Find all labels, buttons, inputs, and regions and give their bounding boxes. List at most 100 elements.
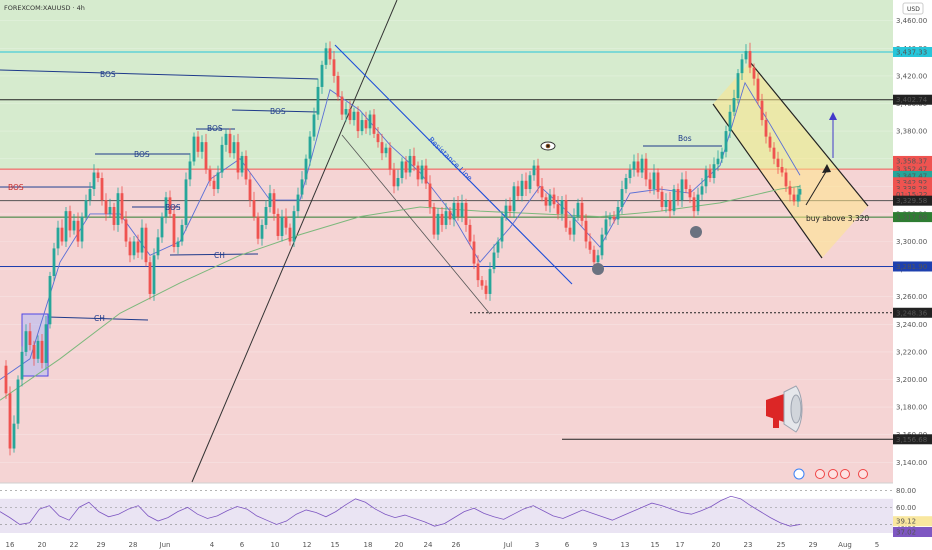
time-tick-label: 24 bbox=[424, 541, 433, 549]
price-tag-label: 3,317.68 bbox=[896, 214, 927, 222]
candle-body bbox=[548, 194, 552, 206]
candle-body bbox=[172, 213, 176, 248]
candle-body bbox=[380, 142, 384, 154]
candle-body bbox=[720, 151, 724, 159]
candle-body bbox=[368, 114, 372, 129]
time-tick-label: 15 bbox=[651, 541, 660, 549]
price-tag-label: 3,352.47 bbox=[896, 166, 927, 174]
candle-body bbox=[588, 241, 592, 250]
candle-body bbox=[192, 136, 196, 162]
candle-body bbox=[544, 197, 548, 206]
candle-body bbox=[144, 227, 148, 263]
candle-body bbox=[168, 197, 172, 214]
time-tick-label: 18 bbox=[364, 541, 373, 549]
candle-body bbox=[216, 172, 220, 190]
candle-body bbox=[232, 142, 236, 154]
candle-body bbox=[784, 172, 788, 187]
time-tick-label: 15 bbox=[331, 541, 340, 549]
candle-body bbox=[708, 169, 712, 179]
candle-body bbox=[408, 155, 412, 173]
candle-body bbox=[684, 179, 688, 190]
candle-body bbox=[796, 194, 800, 202]
candle-body bbox=[196, 136, 200, 152]
price-tag-bg bbox=[893, 434, 932, 445]
candle-body bbox=[488, 269, 492, 294]
candle-body bbox=[472, 241, 476, 264]
candle-body bbox=[692, 197, 696, 212]
candle-body bbox=[60, 227, 64, 242]
candle-body bbox=[228, 133, 232, 154]
price-tag-label: 3,347.47 bbox=[896, 172, 927, 180]
candle-body bbox=[540, 186, 544, 198]
candle-body bbox=[388, 147, 392, 170]
price-tick-label: 3,260.00 bbox=[896, 293, 927, 301]
candle-body bbox=[240, 155, 244, 173]
label-ch-1: CH bbox=[214, 251, 225, 260]
price-tag-bg bbox=[893, 261, 932, 272]
candle-body bbox=[576, 202, 580, 217]
candle-body bbox=[360, 120, 364, 132]
candle-body bbox=[376, 133, 380, 143]
candle-body bbox=[340, 96, 344, 115]
candle-body bbox=[500, 216, 504, 242]
candle-body bbox=[36, 340, 40, 359]
candle-body bbox=[76, 220, 80, 242]
candle-body bbox=[92, 172, 96, 190]
candle-body bbox=[772, 147, 776, 159]
low-marker-2 bbox=[690, 226, 702, 238]
candle-body bbox=[332, 59, 336, 76]
candle-body bbox=[448, 211, 452, 220]
label-buy-above: buy above 3,320 bbox=[806, 214, 869, 223]
candle-body bbox=[400, 161, 404, 179]
price-tag-bg bbox=[893, 195, 932, 206]
price-tag-bg bbox=[893, 177, 932, 188]
candle-body bbox=[188, 161, 192, 180]
candle-body bbox=[428, 183, 432, 207]
candle-body bbox=[484, 285, 488, 294]
time-tick-label: 25 bbox=[777, 541, 786, 549]
candle-body bbox=[640, 158, 644, 173]
time-tick-label: 13 bbox=[621, 541, 630, 549]
candle-body bbox=[212, 180, 216, 190]
candle-body bbox=[792, 194, 796, 202]
ma-slow-line bbox=[0, 185, 801, 401]
candle-body bbox=[552, 194, 556, 205]
currency-button[interactable] bbox=[902, 2, 924, 15]
price-tick-label: 3,420.00 bbox=[896, 72, 927, 80]
price-axis-panel bbox=[893, 0, 932, 550]
candle-body bbox=[716, 158, 720, 165]
time-tick-label: 12 bbox=[303, 541, 312, 549]
candle-body bbox=[480, 280, 484, 286]
price-tick-label: 3,240.00 bbox=[896, 321, 927, 329]
candle-body bbox=[268, 193, 272, 207]
candle-body bbox=[264, 207, 268, 225]
price-tag-label: 3,342.92 bbox=[896, 179, 927, 187]
rsi-tag-bg bbox=[893, 527, 932, 538]
candle-body bbox=[364, 120, 368, 129]
candle-body bbox=[564, 200, 568, 228]
candle-body bbox=[156, 237, 160, 256]
candle-body bbox=[516, 186, 520, 196]
symbol-title[interactable]: FOREXCOM:XAUUSD · 4h bbox=[4, 4, 85, 12]
candle-body bbox=[604, 219, 608, 235]
candle-body bbox=[460, 202, 464, 217]
candle-body bbox=[372, 114, 376, 134]
event-icons[interactable] bbox=[793, 468, 868, 480]
candle-body bbox=[520, 180, 524, 196]
candle-body bbox=[440, 213, 444, 225]
price-tag-label: 3,281.90 bbox=[896, 263, 927, 271]
price-tick-label: 3,300.00 bbox=[896, 238, 927, 246]
candle-body bbox=[724, 131, 728, 152]
candle-body bbox=[436, 213, 440, 235]
time-tick-label: 22 bbox=[70, 541, 79, 549]
candle-body bbox=[672, 189, 676, 212]
candle-body bbox=[700, 186, 704, 195]
candle-body bbox=[628, 169, 632, 179]
price-tag-label: 3,402.74 bbox=[896, 96, 928, 104]
candle-body bbox=[464, 202, 468, 225]
low-marker-1 bbox=[592, 263, 604, 275]
candle-body bbox=[600, 234, 604, 256]
candle-body bbox=[160, 216, 164, 238]
